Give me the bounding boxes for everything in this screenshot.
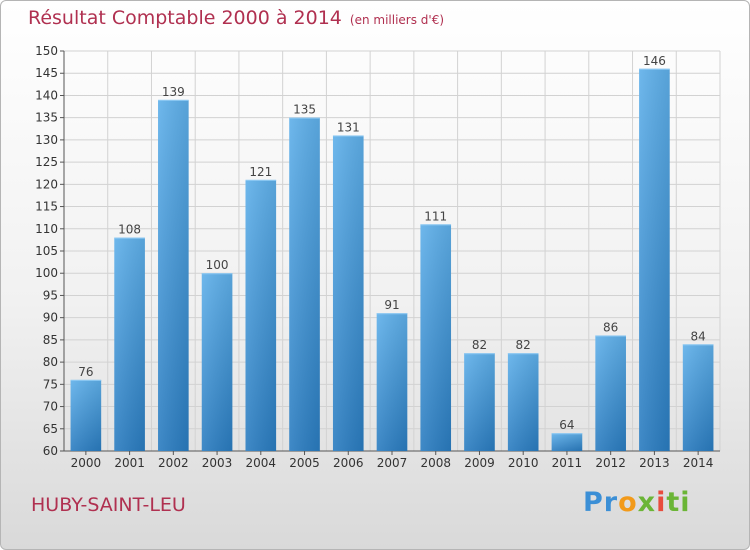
data-label: 121	[249, 165, 272, 179]
data-label: 139	[162, 85, 185, 99]
y-tick-label: 60	[43, 444, 58, 458]
axis-layer: 60 65 70 75 80 85 90 95 100 105 110 115 120 125 130 135…	[35, 44, 720, 470]
y-tick-label: 75	[43, 377, 58, 391]
y-tick-label: 65	[43, 422, 58, 436]
x-tick-label: 2009	[464, 456, 495, 470]
data-label: 84	[690, 329, 705, 343]
y-tick-label: 120	[35, 177, 58, 191]
data-label: 76	[78, 365, 93, 379]
y-tick-label: 80	[43, 355, 58, 369]
data-label: 64	[559, 418, 574, 432]
y-tick-label: 85	[43, 333, 58, 347]
bar-shade	[464, 353, 495, 451]
x-tick-label: 2005	[289, 456, 320, 470]
chart-title: Résultat Comptable 2000 à 2014 (en millie…	[28, 7, 444, 29]
bar-shade	[682, 344, 714, 451]
data-label: 111	[424, 209, 447, 223]
y-tick-label: 150	[35, 44, 58, 58]
data-label: 146	[643, 54, 666, 68]
x-tick-label: 2004	[246, 456, 277, 470]
data-label: 131	[337, 120, 360, 134]
y-tick-label: 125	[35, 155, 58, 169]
bar-shade	[332, 135, 364, 451]
x-tick-label: 2001	[114, 456, 145, 470]
bar-shade	[158, 99, 189, 451]
x-tick-label: 2006	[333, 456, 364, 470]
x-tick-label: 2014	[683, 456, 714, 470]
bar-shade	[507, 353, 539, 451]
label-layer: 76 108 139 100 121 135 131 91 111 82 82 64 86 146 84	[78, 54, 706, 432]
data-label: 91	[384, 298, 399, 312]
y-tick-label: 115	[35, 200, 58, 214]
x-tick-label: 2012	[595, 456, 626, 470]
y-tick-label: 135	[35, 111, 58, 125]
y-tick-label: 70	[43, 400, 58, 414]
data-label: 100	[206, 258, 229, 272]
x-tick-label: 2011	[552, 456, 583, 470]
bar-shade	[201, 273, 233, 451]
place-name: HUBY-SAINT-LEU	[31, 494, 186, 516]
bar-shade	[114, 237, 145, 451]
x-tick-label: 2013	[639, 456, 670, 470]
y-tick-label: 95	[43, 288, 58, 302]
x-tick-label: 2010	[508, 456, 539, 470]
x-tick-label: 2000	[71, 456, 102, 470]
bar-shade	[639, 68, 670, 452]
x-tick-label: 2002	[158, 456, 189, 470]
proxiti-logo: Proxiti	[583, 487, 691, 518]
chart-title-text: Résultat Comptable 2000 à 2014	[28, 7, 342, 29]
y-tick-label: 100	[35, 266, 58, 280]
logo-part: i	[656, 487, 667, 518]
logo-part: o	[618, 487, 638, 518]
data-label: 82	[472, 338, 487, 352]
logo-part: ti	[666, 487, 691, 518]
bar-shade	[595, 335, 626, 451]
bar-layer	[70, 68, 714, 452]
y-tick-label: 140	[35, 88, 58, 102]
bar-shade	[289, 117, 320, 452]
y-tick-label: 110	[35, 222, 58, 236]
x-tick-label: 2003	[202, 456, 233, 470]
bar-shade	[551, 433, 583, 451]
logo-part: x	[637, 487, 657, 518]
chart-unit: (en milliers d'€)	[349, 13, 445, 27]
x-tick-label: 2008	[420, 456, 451, 470]
x-tick-label: 2007	[377, 456, 408, 470]
data-label: 86	[603, 320, 618, 334]
data-label: 82	[516, 338, 531, 352]
logo-part: Pr	[583, 487, 619, 518]
data-label: 108	[118, 223, 141, 237]
bar-shade	[70, 379, 102, 451]
data-label: 135	[293, 103, 316, 117]
y-tick-label: 145	[35, 66, 58, 80]
y-tick-label: 105	[35, 244, 58, 258]
y-tick-label: 90	[43, 311, 58, 325]
bar-shade	[245, 179, 277, 451]
bar-shade	[420, 224, 452, 451]
y-tick-label: 130	[35, 133, 58, 147]
bar-shade	[376, 313, 408, 451]
